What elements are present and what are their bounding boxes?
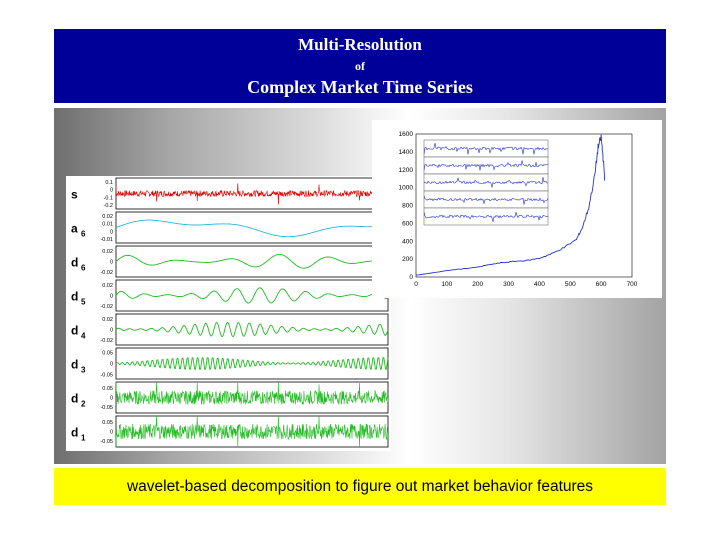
y-tick-label: -0.05 [100,373,113,379]
panel-series-line [115,219,389,238]
panel-series-line [115,287,389,304]
price-inset [423,139,549,226]
y-tick-label: -0.2 [104,203,113,209]
y-tick-label: 0 [110,294,113,300]
y-tick-label: 0 [110,430,113,436]
inset-row-line [423,195,549,205]
y-tick-label: 800 [402,203,413,210]
y-tick-label: -0.01 [100,237,113,243]
x-tick-label: 300 [503,281,514,288]
y-tick-label: -0.02 [100,338,113,344]
y-tick-label: 600 [402,220,413,227]
panel-label: d [71,392,78,406]
y-tick-label: 0 [110,328,113,334]
y-tick-label: 0.02 [102,317,113,323]
price-series-line [415,134,606,276]
y-tick-label: -0.02 [100,304,113,310]
panel-label-subscript: 3 [81,366,86,375]
panel-series-line [115,183,389,205]
market-price-chart: 0 200 400 600 800 1000 1200 1400 1600 0 100 200 300 4… [372,120,662,298]
panel-frame [115,381,389,414]
wavelet-decomposition-chart: s0.10-0.1-0.2a 60.020.010-0.01d 60.020-0.0… [66,176,391,451]
y-tick-label: 1400 [399,149,414,156]
x-tick-label: 400 [534,281,545,288]
x-tick-label: 600 [596,281,607,288]
panel-series-line [115,321,389,338]
panel-series-line [115,381,389,405]
panel-frame [115,415,389,448]
x-tick-label: 500 [565,281,576,288]
panel-label-subscript: 5 [81,298,86,307]
panel-label: s [71,188,78,202]
caption-band: wavelet-based decomposition to figure ou… [54,468,666,505]
caption-text: wavelet-based decomposition to figure ou… [126,478,594,495]
panel-label: d [71,426,78,440]
y-tick-label: 0 [110,260,113,266]
panel-d4: d 4 0.02 0 -0.02 [71,313,389,346]
y-tick-label: 0.05 [102,386,113,392]
panel-label-subscript: 4 [81,332,86,341]
y-tick-label: 0 [110,188,113,194]
inset-row-line [423,176,548,188]
panel-label-subscript: 2 [81,400,86,409]
y-tick-label: 1600 [399,131,414,138]
y-tick-label: 0 [110,396,113,402]
y-tick-label: 0.01 [102,222,113,228]
panel-label: d [71,256,78,270]
y-tick-label: 0.02 [102,249,113,255]
slide-subtitle: Complex Market Time Series [247,77,473,97]
y-tick-label: 0.02 [102,214,113,220]
inset-row-line [423,211,549,222]
slide-title: Multi-Resolution [298,35,422,54]
title-band: Multi-Resolution of Complex Market Time … [54,29,666,103]
y-tick-label: 0 [409,274,413,281]
y-tick-label: 1200 [399,167,414,174]
y-tick-label: 0.02 [102,283,113,289]
y-tick-label: -0.1 [104,195,113,201]
panel-label-subscript: 6 [81,264,86,273]
x-tick-label: 0 [414,281,418,288]
y-tick-label: 1000 [399,185,414,192]
y-tick-label: 0.05 [102,420,113,426]
y-tick-label: 400 [402,238,413,245]
slide-title-connector: of [355,59,365,73]
panel-d2: d 2 0.05 0 -0.05 [71,381,389,414]
panel-d1: d 1 0.05 0 -0.05 [71,415,389,448]
x-tick-label: 700 [627,281,638,288]
panel-s: s 0.1 0-0.1 -0.2 [71,177,389,210]
decomposition-background [66,176,391,451]
inset-row-frame [423,207,549,226]
panel-label: d [71,324,78,338]
y-tick-label: 0 [110,362,113,368]
panel-a6: a 6 0.02 0.010 -0.01 [71,211,389,244]
x-tick-label: 100 [441,281,452,288]
inset-row-line [423,143,549,155]
panel-label-subscript: 6 [81,230,86,239]
y-tick-label: 0.05 [102,350,113,356]
y-tick-label: 0.1 [105,180,113,186]
panel-label: a [71,222,78,236]
panel-label: d [71,290,78,304]
panel-series-line [115,357,389,370]
panel-series-line [115,253,389,269]
y-tick-label: -0.05 [100,405,113,411]
panel-label-subscript: 1 [81,434,86,443]
panel-label: d [71,358,78,372]
y-tick-label: 0 [110,229,113,235]
panel-series-line [115,415,389,448]
inset-row-line [423,160,549,171]
y-tick-label: 200 [402,256,413,263]
y-tick-label: -0.05 [100,439,113,445]
panel-d3: d 3 0.05 0 -0.05 [71,347,389,380]
x-tick-label: 200 [472,281,483,288]
y-tick-label: -0.02 [100,270,113,276]
price-plot-frame [415,133,633,278]
